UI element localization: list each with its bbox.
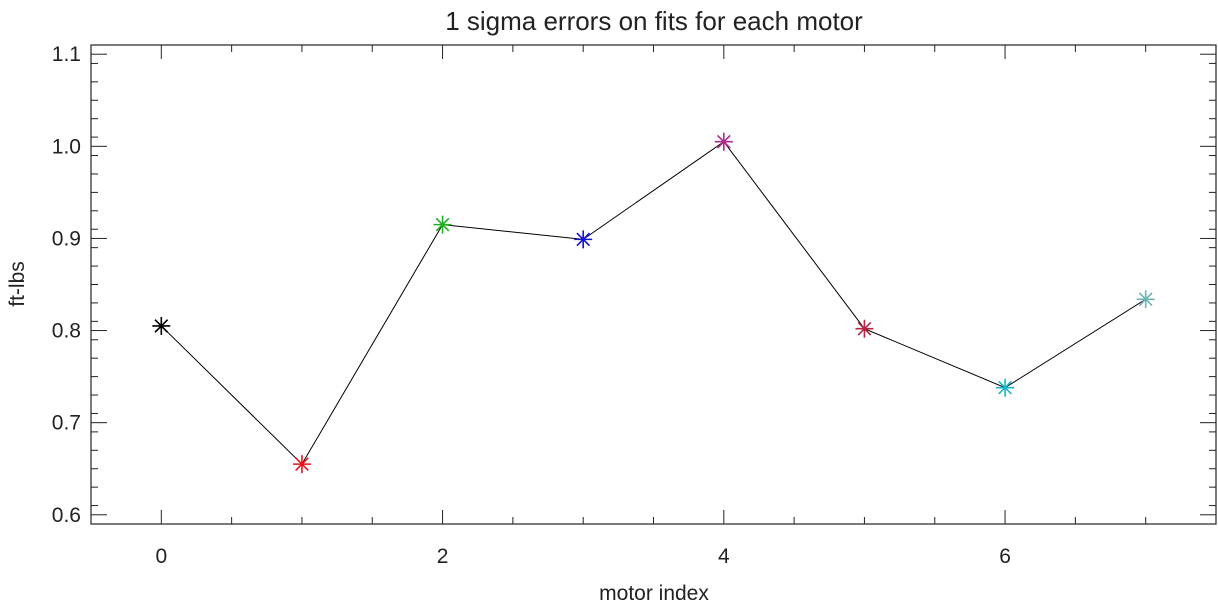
x-tick-label: 2 bbox=[437, 545, 449, 568]
x-tick-label: 6 bbox=[999, 545, 1011, 568]
y-tick-label: 1.1 bbox=[52, 43, 81, 66]
chart-title: 1 sigma errors on fits for each motor bbox=[445, 6, 863, 36]
data-point-marker bbox=[433, 215, 452, 234]
y-tick-label: 0.7 bbox=[52, 412, 81, 435]
y-tick-label: 1.0 bbox=[52, 135, 81, 158]
x-axis-label: motor index bbox=[599, 582, 709, 605]
data-point-marker bbox=[292, 455, 311, 474]
axis-tick-labels: 0 2 4 6 0.6 0.7 0.8 0.9 1.0 1.1 bbox=[52, 43, 1011, 568]
y-tick-label: 0.9 bbox=[52, 227, 81, 250]
data-points bbox=[152, 132, 1155, 474]
data-point-marker bbox=[855, 319, 874, 338]
plot-frame bbox=[90, 44, 1217, 525]
data-point-marker bbox=[714, 132, 733, 151]
data-point-marker bbox=[996, 378, 1015, 397]
y-tick-label: 0.6 bbox=[52, 504, 81, 527]
series-line bbox=[160, 141, 1146, 465]
data-point-marker bbox=[152, 316, 171, 335]
y-tick-label: 0.8 bbox=[52, 320, 81, 343]
axis-ticks bbox=[91, 45, 1216, 524]
data-point-marker bbox=[574, 230, 593, 249]
data-point-marker bbox=[1136, 290, 1155, 309]
x-tick-label: 4 bbox=[718, 545, 730, 568]
x-tick-label: 0 bbox=[155, 545, 167, 568]
y-axis-label: ft-lbs bbox=[6, 261, 29, 307]
